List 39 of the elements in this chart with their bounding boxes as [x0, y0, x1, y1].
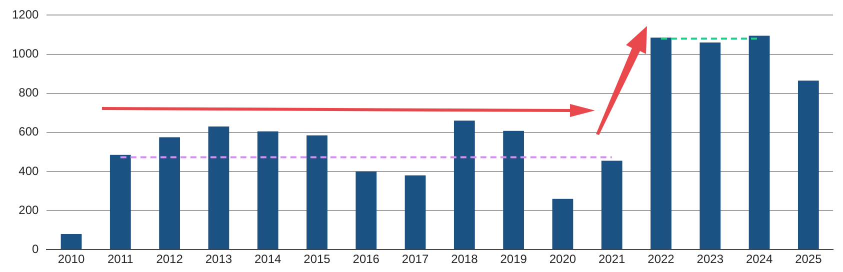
- y-tick-label: 400: [18, 164, 40, 178]
- bar: [110, 154, 131, 250]
- bar: [552, 198, 574, 250]
- x-tick-label: 2017: [402, 252, 429, 266]
- bar: [60, 234, 82, 250]
- bar: [356, 171, 377, 250]
- bar: [404, 175, 426, 250]
- x-tick-label: 2020: [549, 252, 576, 266]
- bar: [503, 130, 524, 250]
- x-tick-label: 2025: [795, 252, 822, 266]
- y-tick-label: 1000: [12, 46, 40, 61]
- x-tick-label: 2021: [598, 252, 626, 266]
- x-tick-label: 2024: [746, 252, 773, 266]
- bar: [798, 80, 819, 250]
- x-tick-label: 2012: [156, 252, 184, 266]
- bar: [748, 36, 770, 250]
- bar: [257, 131, 278, 250]
- y-tick-label: 800: [18, 86, 40, 100]
- x-tick-label: 2011: [108, 252, 134, 266]
- y-tick-label: 0: [32, 242, 40, 256]
- bar: [159, 137, 180, 250]
- x-tick-label: 2015: [304, 252, 331, 266]
- y-tick-label: 1200: [12, 8, 40, 22]
- x-tick-label: 2018: [451, 252, 478, 266]
- bar: [208, 126, 230, 250]
- bar: [306, 135, 328, 250]
- x-tick-label: 2022: [648, 252, 675, 266]
- y-tick-label: 200: [18, 202, 40, 217]
- y-tick-label: 600: [18, 124, 40, 139]
- x-tick-label: 2023: [696, 252, 724, 266]
- x-tick-label: 2010: [58, 252, 85, 266]
- bar: [650, 38, 672, 250]
- bar: [700, 42, 721, 250]
- x-tick-label: 2013: [205, 252, 232, 266]
- bar: [454, 120, 475, 250]
- bar: [601, 160, 622, 250]
- x-tick-label: 2014: [254, 252, 282, 266]
- x-tick-label: 2016: [352, 252, 380, 266]
- x-tick-label: 2019: [500, 252, 528, 266]
